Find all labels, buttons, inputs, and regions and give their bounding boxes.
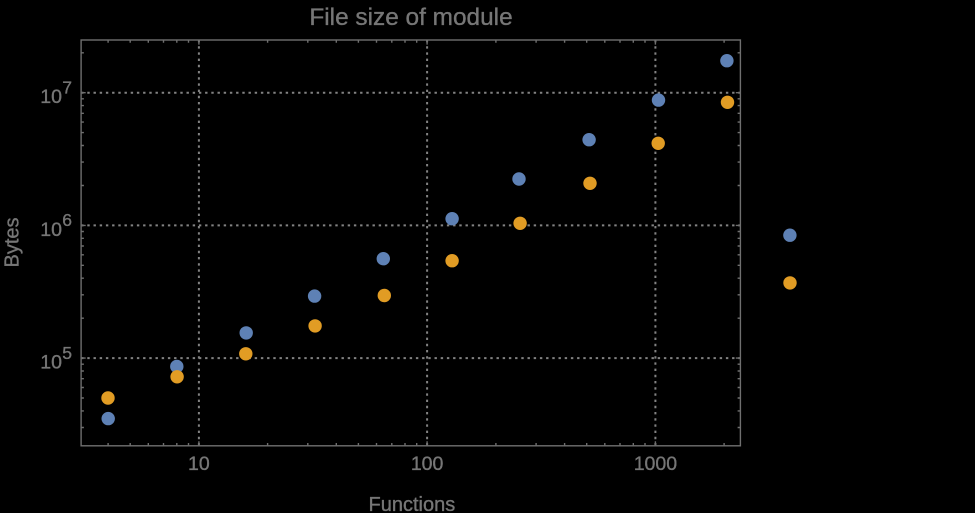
svg-text:5: 5 (62, 343, 72, 363)
svg-text:10: 10 (188, 453, 210, 475)
svg-text:10: 10 (40, 352, 62, 374)
svg-text:1000: 1000 (634, 453, 678, 475)
svg-text:7: 7 (62, 78, 72, 98)
svg-text:Functions: Functions (369, 494, 456, 513)
svg-text:Bytes: Bytes (2, 217, 24, 267)
svg-text:10: 10 (40, 86, 62, 108)
svg-text:10: 10 (40, 219, 62, 241)
svg-text:6: 6 (62, 210, 72, 230)
svg-text:File size of module: File size of module (309, 4, 512, 31)
svg-text:100: 100 (411, 453, 444, 475)
